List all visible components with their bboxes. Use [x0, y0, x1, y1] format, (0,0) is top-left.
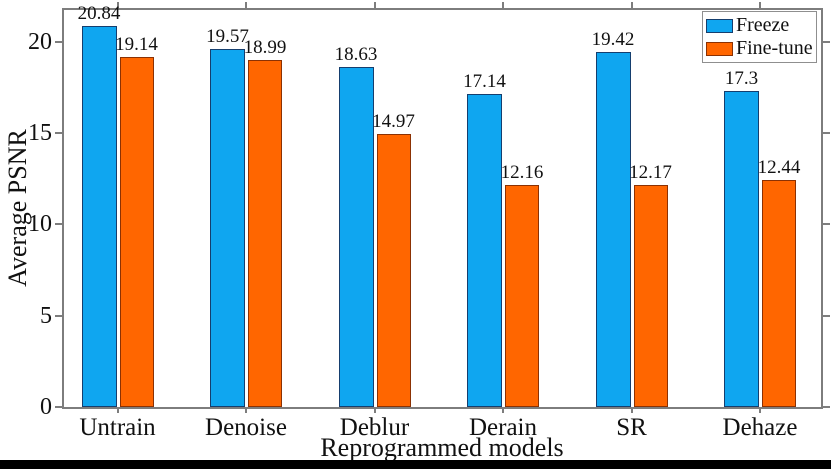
category-label-untrain: Untrain: [79, 414, 156, 441]
y-tick-right: [823, 406, 830, 408]
bar-freeze-dehaze: [724, 91, 759, 407]
bar-value-label: 12.17: [629, 162, 672, 183]
x-tick-top: [116, 2, 119, 8]
bar-value-label: 17.14: [463, 71, 506, 92]
y-tick-label: 0: [40, 394, 52, 420]
legend-item-fine-tune: Fine-tune: [706, 37, 813, 60]
y-tick-right: [823, 223, 830, 226]
y-tick-label: 10: [28, 211, 52, 238]
bar-value-label: 12.44: [757, 157, 801, 178]
bar-freeze-denoise: [210, 49, 245, 407]
y-tick: [55, 131, 62, 134]
y-tick: [55, 314, 62, 317]
category-label-sr: SR: [616, 414, 647, 441]
bar-value-label: 18.63: [334, 44, 378, 65]
y-tick-right: [823, 314, 830, 317]
y-tick-label: 20: [28, 28, 52, 55]
bar-fine-tune-untrain: [119, 57, 154, 407]
bar-freeze-deblur: [338, 67, 374, 407]
category-label-dehaze: Dehaze: [722, 414, 798, 441]
bar-value-label: 19.14: [115, 34, 158, 55]
y-tick-right: [823, 40, 830, 43]
y-tick-label: 15: [28, 119, 52, 146]
y-axis-label: Average PSNR: [3, 129, 32, 287]
bar-fine-tune-dehaze: [762, 180, 796, 407]
bar-value-label: 18.99: [243, 37, 287, 58]
x-tick-top: [759, 2, 761, 8]
legend-item-freeze: Freeze: [706, 14, 813, 37]
y-tick-right: [823, 131, 830, 134]
legend-label-freeze: Freeze: [736, 14, 790, 36]
bar-fine-tune-deblur: [376, 134, 411, 407]
bar-fine-tune-derain: [505, 185, 539, 407]
category-label-deblur: Deblur: [339, 414, 410, 441]
bar-value-label: 17.3: [724, 68, 759, 89]
bar-value-label: 19.57: [206, 26, 249, 47]
plot-area: 20.84 19.14 19.57 18.99 18.63 14.97 17.14 12.16…: [55, 2, 830, 413]
bar-freeze-untrain: [81, 26, 117, 407]
y-tick: [55, 406, 62, 408]
category-label-denoise: Denoise: [205, 414, 287, 441]
bar-value-label: 12.16: [500, 162, 544, 183]
bar-value-label: 19.42: [591, 29, 635, 50]
bottom-rule: [0, 460, 831, 469]
bar-fine-tune-denoise: [248, 60, 282, 407]
x-tick-top: [502, 2, 504, 8]
bar-fine-tune-sr: [633, 185, 668, 407]
legend-swatch-fine-tune-icon: [706, 41, 733, 56]
legend: Freeze Fine-tune: [702, 11, 817, 63]
x-tick-top: [245, 2, 247, 8]
legend-label-fine-tune: Fine-tune: [736, 37, 813, 59]
legend-swatch-freeze-icon: [706, 18, 733, 33]
bar-freeze-derain: [467, 94, 502, 407]
y-tick-label: 5: [40, 302, 52, 329]
category-label-derain: Derain: [468, 414, 538, 441]
x-tick: [373, 407, 376, 413]
x-tick: [630, 407, 633, 413]
x-tick: [502, 407, 504, 413]
x-axis-label: Reprogrammed models: [320, 433, 564, 462]
bar-value-label: 14.97: [372, 111, 415, 132]
x-tick-top: [373, 2, 376, 8]
x-tick-top: [630, 2, 633, 8]
bar-value-label: 20.84: [77, 3, 121, 24]
x-tick: [759, 407, 761, 413]
x-tick: [245, 407, 247, 413]
y-tick: [55, 223, 62, 226]
y-tick: [55, 40, 62, 43]
x-tick: [116, 407, 119, 413]
bar-freeze-sr: [595, 52, 631, 407]
